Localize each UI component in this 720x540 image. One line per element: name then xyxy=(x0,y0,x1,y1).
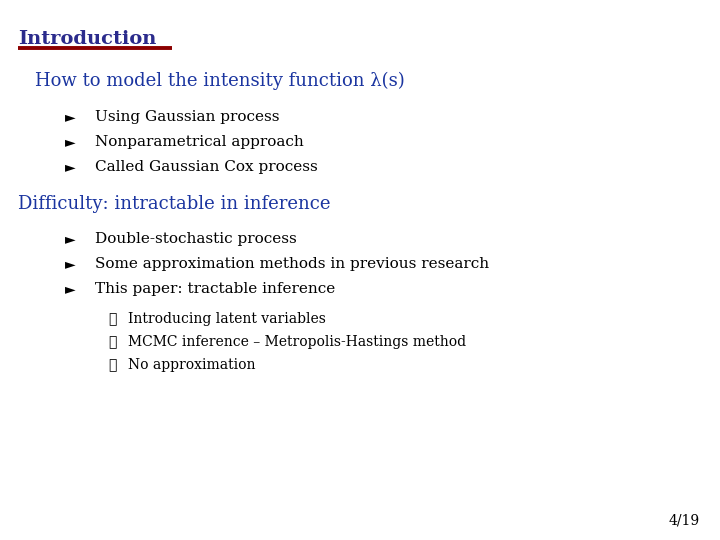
Text: Double-stochastic process: Double-stochastic process xyxy=(95,232,297,246)
Text: 4/19: 4/19 xyxy=(669,514,700,528)
Text: Introducing latent variables: Introducing latent variables xyxy=(128,312,326,326)
Text: Difficulty: intractable in inference: Difficulty: intractable in inference xyxy=(18,195,330,213)
Text: Using Gaussian process: Using Gaussian process xyxy=(95,110,279,124)
Text: Introduction: Introduction xyxy=(18,30,156,48)
Text: Some approximation methods in previous research: Some approximation methods in previous r… xyxy=(95,257,489,271)
Text: This paper: tractable inference: This paper: tractable inference xyxy=(95,282,336,296)
Text: ✓: ✓ xyxy=(108,335,117,349)
Text: Called Gaussian Cox process: Called Gaussian Cox process xyxy=(95,160,318,174)
Text: ✓: ✓ xyxy=(108,358,117,372)
Text: ►: ► xyxy=(65,257,76,271)
Text: ►: ► xyxy=(65,282,76,296)
Text: Nonparametrical approach: Nonparametrical approach xyxy=(95,135,304,149)
Text: ►: ► xyxy=(65,110,76,124)
Text: ►: ► xyxy=(65,232,76,246)
Text: How to model the intensity function λ(s): How to model the intensity function λ(s) xyxy=(35,72,405,90)
Text: ►: ► xyxy=(65,135,76,149)
Text: ✓: ✓ xyxy=(108,312,117,326)
Text: MCMC inference – Metropolis-Hastings method: MCMC inference – Metropolis-Hastings met… xyxy=(128,335,466,349)
Text: No approximation: No approximation xyxy=(128,358,256,372)
Text: ►: ► xyxy=(65,160,76,174)
